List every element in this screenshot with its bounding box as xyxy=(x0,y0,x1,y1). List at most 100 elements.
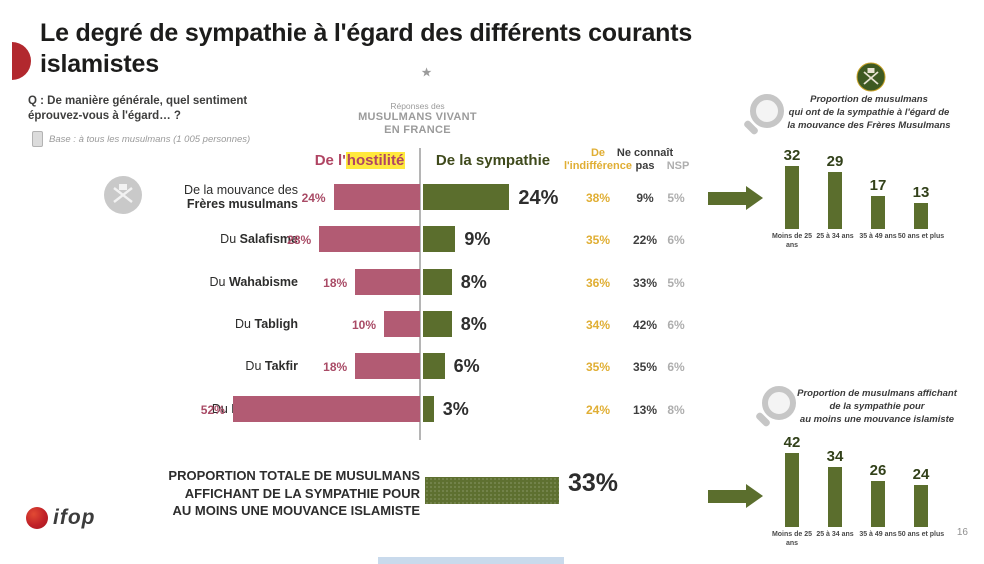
page-title: Le degré de sympathie à l'égard des diff… xyxy=(40,19,693,78)
footer-strip-decoration xyxy=(378,557,564,564)
row-label: Du Wahabisme xyxy=(209,275,298,289)
dont-know-line1: Ne connaît xyxy=(616,147,674,159)
age-bar xyxy=(914,203,928,229)
age-bar xyxy=(785,166,799,229)
chart-row-freres-musulmans: De la mouvance des Frères musulmans 24% 24%… xyxy=(0,183,984,211)
muslim-brotherhood-icon xyxy=(104,176,142,214)
dont-know-value: 33% xyxy=(632,276,658,290)
hostility-prefix: De l' xyxy=(314,152,346,169)
sympathy-value: 24% xyxy=(518,187,559,209)
total-bar xyxy=(425,477,559,504)
age-bar-label: 25 à 34 ans xyxy=(816,531,854,538)
age-bar xyxy=(871,481,885,527)
mini-bottom-title-line2: de la sympathie pour xyxy=(829,401,925,412)
sympathy-value: 8% xyxy=(460,272,487,292)
red-bullet-decoration xyxy=(12,42,31,80)
indifference-line1: De xyxy=(590,147,606,159)
mini-chart-bottom-title: Proportion de musulmans affichant de la … xyxy=(784,387,970,426)
hostility-bar xyxy=(384,311,420,337)
page-number: 16 xyxy=(956,527,968,538)
indifference-value: 36% xyxy=(585,276,611,290)
sympathy-value: 9% xyxy=(464,229,491,249)
badge-line2: MUSULMANS VIVANT xyxy=(358,111,477,123)
age-bar xyxy=(914,485,928,527)
hostility-bar xyxy=(333,184,420,210)
age-bar xyxy=(828,467,842,527)
header-sympathy: De la sympathie xyxy=(435,152,551,169)
respondents-badge: Réponses des MUSULMANS VIVANT EN FRANCE xyxy=(330,56,505,137)
nsp-value: 5% xyxy=(667,191,685,205)
hostility-bar xyxy=(355,269,420,295)
age-bar-label: 35 à 49 ans xyxy=(859,233,897,240)
nsp-value: 8% xyxy=(667,403,685,417)
total-label-line2: AFFICHANT DE LA SYMPATHIE POUR xyxy=(184,485,420,501)
mini-bottom-title-line1: Proportion de musulmans affichant xyxy=(797,388,957,399)
badge-line3: EN FRANCE xyxy=(384,124,451,136)
header-indifference: De l'indifférence xyxy=(561,147,635,173)
age-bar-label: 50 ans et plus xyxy=(897,233,945,240)
sympathy-bar xyxy=(423,353,445,379)
hostility-value: 24% xyxy=(301,191,326,205)
arrow-right-icon xyxy=(708,484,763,508)
sympathy-value: 6% xyxy=(453,356,480,376)
age-bar-value: 42 xyxy=(783,434,801,451)
dont-know-value: 9% xyxy=(636,191,654,205)
sympathy-bar xyxy=(423,396,434,422)
row-label: Du Tabligh xyxy=(235,317,298,331)
total-label: PROPORTION TOTALE DE MUSULMANS AFFICHANT… xyxy=(128,467,420,520)
hostility-value: 52% xyxy=(200,403,225,417)
indifference-value: 35% xyxy=(585,360,611,374)
row-label: Du Takfir xyxy=(245,359,298,373)
chart-row-djihadisme: Du Djihadisme52%3%24%13%8% xyxy=(0,396,984,422)
chart-row-wahabisme: Du Wahabisme 18% 8% 36% 33% 5% xyxy=(0,269,984,295)
nsp-value: 6% xyxy=(667,233,685,247)
header-hostility: De l'hostilité xyxy=(294,152,426,169)
hostility-value: 18% xyxy=(323,276,348,290)
ifop-logo: ifop xyxy=(26,506,95,530)
chart-row-tabligh: Du Tabligh 10% 8% 34% 42% 6% xyxy=(0,311,984,337)
phone-icon xyxy=(32,131,43,147)
age-bar-value: 29 xyxy=(826,153,844,170)
age-bar xyxy=(828,172,842,229)
chart-divider-line xyxy=(419,148,421,440)
chart-row-takfir: Du Takfir 18% 6% 35% 35% 6% xyxy=(0,353,984,379)
sympathy-bar xyxy=(423,184,510,210)
hostility-highlight: hostilité xyxy=(345,152,406,169)
arrow-right-icon xyxy=(708,186,763,210)
header-nsp: NSP xyxy=(666,160,690,172)
hostility-value: 10% xyxy=(351,318,376,332)
mini-bottom-title-line3: au moins une mouvance islamiste xyxy=(799,414,955,425)
age-bar-value: 24 xyxy=(912,466,930,483)
row-label: Du Salafisme xyxy=(220,232,298,246)
dont-know-value: 13% xyxy=(632,403,658,417)
sympathy-bar xyxy=(423,311,452,337)
age-bar-label: 25 à 34 ans xyxy=(816,233,854,240)
nsp-value: 6% xyxy=(667,360,685,374)
muslim-brotherhood-emblem-icon xyxy=(856,62,886,92)
age-bar-label: 50 ans et plus xyxy=(897,531,945,538)
age-bar-value: 13 xyxy=(912,184,930,201)
total-label-line1: PROPORTION TOTALE DE MUSULMANS xyxy=(168,468,420,483)
sympathy-bar xyxy=(423,269,452,295)
indifference-value: 34% xyxy=(585,318,611,332)
indifference-value: 24% xyxy=(585,403,611,417)
header-dont-know: Ne connaît pas xyxy=(613,147,677,173)
mini-top-title-line1: Proportion de musulmans xyxy=(810,94,928,105)
hostility-value: 28% xyxy=(287,233,312,247)
sympathy-bar xyxy=(423,226,456,252)
age-bar xyxy=(871,196,885,229)
hostility-value: 18% xyxy=(323,360,348,374)
row-label: De la mouvance des Frères musulmans xyxy=(184,183,298,211)
nsp-value: 5% xyxy=(667,276,685,290)
hostility-bar xyxy=(355,353,420,379)
magnifier-icon xyxy=(750,94,784,128)
total-value: 33% xyxy=(568,469,619,497)
base-text: Base : à tous les musulmans (1 005 perso… xyxy=(49,133,251,145)
badge-line1: Réponses des xyxy=(390,101,445,111)
hostility-bar xyxy=(319,226,420,252)
total-label-line3: AU MOINS UNE MOUVANCE ISLAMISTE xyxy=(172,503,421,518)
sympathy-value: 8% xyxy=(460,314,487,334)
age-bar-label: 35 à 49 ans xyxy=(859,531,897,538)
mini-top-title-line3: la mouvance des Frères Musulmans xyxy=(787,120,951,131)
